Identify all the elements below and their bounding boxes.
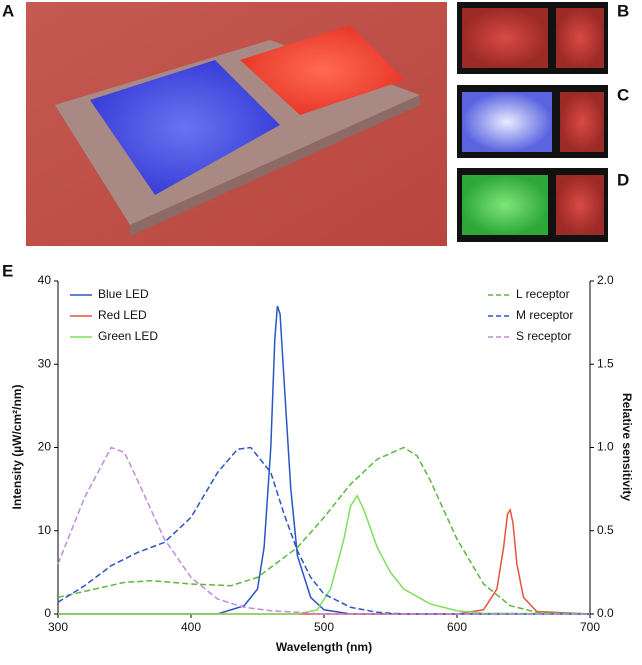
photo-d — [457, 168, 608, 242]
y-tick-label: 10 — [38, 523, 52, 537]
panel-label: A — [2, 1, 14, 20]
series-line — [57, 446, 590, 615]
panel-label: C — [617, 85, 629, 104]
y2-tick-label: 0.0 — [597, 606, 614, 620]
legend-label: Green LED — [98, 329, 158, 343]
legend-label: M receptor — [516, 308, 573, 322]
y-tick-label: 20 — [38, 440, 52, 454]
y-tick-label: 30 — [38, 356, 52, 370]
y2-tick-label: 1.0 — [597, 440, 614, 454]
series-line — [57, 446, 591, 615]
series-line — [58, 494, 591, 615]
y2-axis-title: Relative sensitivity — [620, 393, 634, 501]
photo-a — [26, 2, 447, 246]
x-tick-label: 400 — [181, 620, 201, 634]
panel-label: E — [2, 261, 13, 280]
panel-label: B — [617, 1, 629, 20]
y2-tick-label: 0.5 — [597, 523, 614, 537]
legend-label: S receptor — [516, 329, 571, 343]
series-line — [58, 305, 590, 615]
x-tick-label: 300 — [48, 620, 68, 634]
y2-tick-label: 2.0 — [597, 273, 614, 287]
panel-label: D — [617, 170, 629, 189]
x-tick-label: 500 — [314, 620, 334, 634]
photo-c — [457, 85, 608, 158]
y-axis-title: Intensity (µW/cm²/nm) — [10, 385, 24, 510]
legend-label: Red LED — [98, 308, 147, 322]
series-line — [57, 446, 590, 615]
y2-tick-label: 1.5 — [597, 356, 614, 370]
y-tick-label: 0 — [44, 606, 51, 620]
x-tick-label: 700 — [580, 620, 600, 634]
photo-b — [457, 2, 608, 74]
y-tick-label: 40 — [38, 273, 52, 287]
series-line — [58, 507, 591, 615]
x-axis-title: Wavelength (nm) — [276, 640, 372, 654]
legend-label: L receptor — [516, 287, 570, 301]
legend-label: Blue LED — [98, 287, 149, 301]
x-tick-label: 600 — [447, 620, 467, 634]
